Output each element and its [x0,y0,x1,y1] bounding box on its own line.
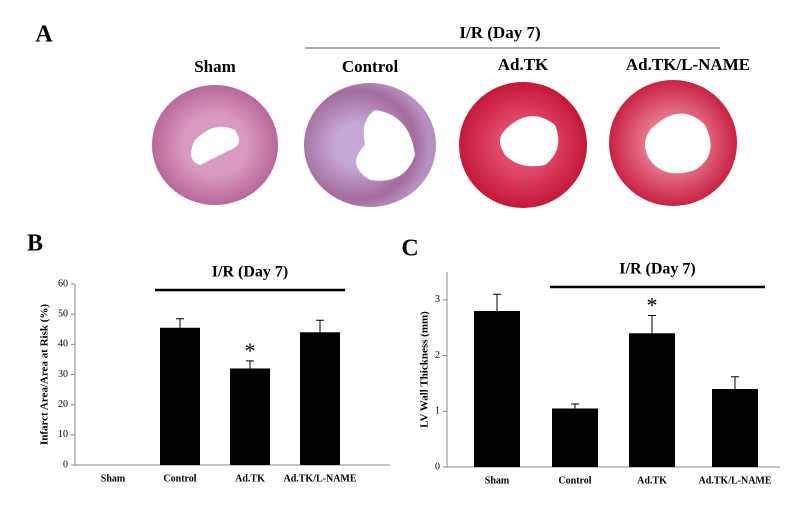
y-tick-label: 40 [58,339,68,350]
y-tick-label: 3 [435,294,440,305]
heart-section [304,83,436,207]
bar [474,311,520,467]
panel-label: C [401,236,418,262]
x-tick-label: Sham [485,475,510,486]
y-tick-label: 1 [435,406,440,417]
y-axis-label: Infarct Area/Area at Risk (%) [39,304,51,445]
x-tick-label: Control [558,475,591,486]
y-tick-label: 50 [58,308,68,319]
bar [629,333,675,467]
heart-section [152,85,278,205]
image-label: Sham [194,57,236,76]
annotation: * [647,293,658,318]
panel-label: B [27,231,43,257]
bar [160,327,200,465]
heart-section [609,80,737,206]
error-bar [648,314,656,334]
error-bar [246,360,254,369]
x-tick-label: Ad.TK [637,475,667,486]
image-label: Ad.TK/L-NAME [626,55,750,74]
x-tick-label: Ad.TK/L-NAME [283,473,356,484]
panel-label: A [35,22,53,48]
y-tick-label: 0 [435,461,440,472]
x-tick-label: Control [163,473,196,484]
error-bar [316,319,324,333]
y-tick-label: 0 [63,459,68,470]
error-bar [731,376,739,389]
y-tick-label: 60 [58,278,68,289]
image-label: Control [342,57,399,76]
y-axis-label: LV Wall Thickness (mm) [419,311,431,428]
y-tick-label: 2 [435,350,440,361]
group-label: I/R (Day 7) [212,264,288,281]
group-label: I/R (Day 7) [459,23,540,42]
y-tick-label: 20 [58,399,68,410]
image-label: Ad.TK [498,55,549,74]
y-tick-label: 30 [58,369,68,380]
group-label: I/R (Day 7) [619,261,695,278]
x-tick-label: Ad.TK [235,473,265,484]
x-tick-label: Sham [101,473,126,484]
x-tick-label: Ad.TK/L-NAME [698,475,771,486]
heart-section [459,82,587,208]
error-bar [176,318,184,328]
y-tick-label: 10 [58,429,68,440]
annotation: * [245,338,256,363]
bar [230,368,270,465]
bar [552,408,598,467]
bar [712,389,758,467]
bar [300,332,340,465]
error-bar [571,403,579,409]
error-bar [493,293,501,311]
